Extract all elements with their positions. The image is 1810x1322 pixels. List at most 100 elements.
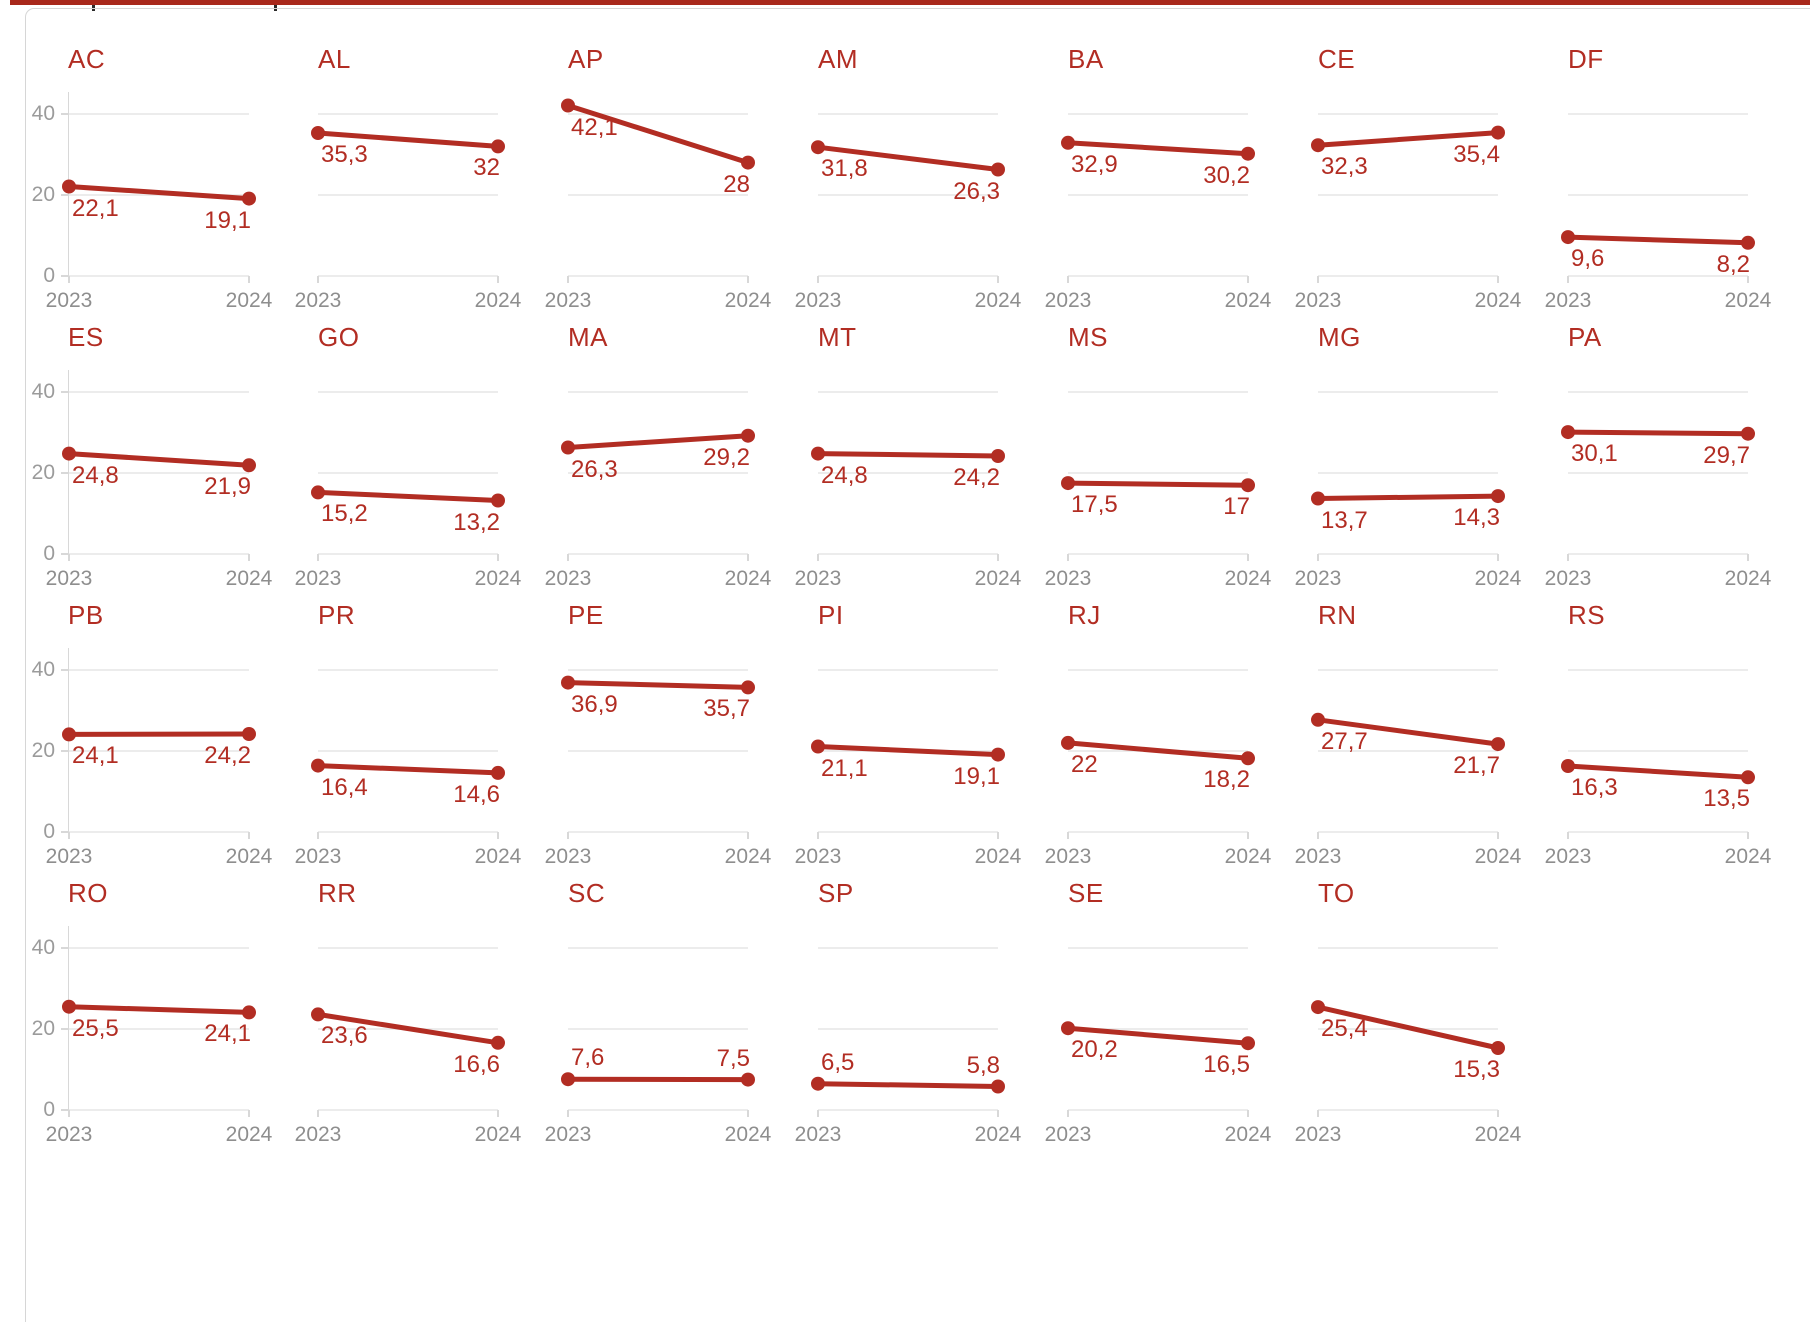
x-axis-label: 2024 [1462,845,1534,869]
data-point [491,494,505,508]
x-axis-tick [497,554,499,561]
y-axis-label: 0 [19,820,55,844]
value-label-2024: 28 [723,172,750,198]
x-axis-label: 2024 [1712,845,1784,869]
x-axis-tick [567,554,569,561]
x-axis-tick [317,1110,319,1117]
x-axis-label: 2023 [1282,1123,1354,1147]
x-axis-label: 2023 [282,845,354,869]
value-label-2023: 24,8 [821,463,868,489]
x-axis-tick [1747,554,1749,561]
x-axis-tick [68,832,70,839]
x-axis-label: 2023 [282,567,354,591]
y-axis-label: 40 [19,380,55,404]
x-axis-tick [317,276,319,283]
x-axis-label: 2024 [712,1123,784,1147]
value-label-2024: 32 [473,155,500,181]
data-point [62,447,76,461]
value-label-2023: 6,5 [821,1050,854,1076]
data-point [1061,736,1075,750]
value-label-2024: 8,2 [1717,252,1750,278]
x-axis-tick [1067,554,1069,561]
value-label-2023: 15,2 [321,501,368,527]
x-axis-tick [1317,554,1319,561]
value-label-2023: 30,1 [1571,441,1618,467]
facet-title: MS [1068,324,1108,350]
facet-title: PE [568,602,604,628]
x-axis-label: 2023 [532,289,604,313]
value-label-2023: 32,9 [1071,152,1118,178]
value-label-2024: 14,6 [453,782,500,808]
x-axis-label: 2023 [1282,289,1354,313]
data-point [811,447,825,461]
data-point [1491,1041,1505,1055]
trend-line [1068,370,1248,554]
facet-title: MA [568,324,608,350]
data-point [311,759,325,773]
x-axis-label: 2023 [1032,1123,1104,1147]
x-axis-label: 2024 [712,845,784,869]
facet-title: SC [568,880,605,906]
data-point [741,156,755,170]
y-axis-tick [61,194,68,196]
data-point [242,192,256,206]
facet-title: RS [1568,602,1605,628]
data-point [1241,751,1255,765]
x-axis-label: 2024 [213,845,285,869]
data-point [1311,492,1325,506]
data-point [991,1080,1005,1094]
data-point [991,748,1005,762]
value-label-2023: 16,4 [321,775,368,801]
x-axis-label: 2024 [462,567,534,591]
value-label-2024: 16,5 [1203,1052,1250,1078]
facet-title: PR [318,602,355,628]
x-axis-tick [248,1110,250,1117]
trend-line [568,926,748,1110]
value-label-2023: 13,7 [1321,508,1368,534]
data-point [1561,425,1575,439]
facet-title: ES [68,324,104,350]
value-label-2024: 35,4 [1453,142,1500,168]
x-axis-label: 2023 [33,289,105,313]
trend-line [818,648,998,832]
value-label-2023: 24,1 [72,743,119,769]
x-axis-label: 2023 [782,845,854,869]
x-axis-label: 2023 [1032,845,1104,869]
facet-title: DF [1568,46,1604,72]
facet-title: TO [1318,880,1355,906]
data-point [242,727,256,741]
x-axis-tick [497,276,499,283]
x-axis-label: 2024 [1712,567,1784,591]
x-axis-tick [1317,1110,1319,1117]
value-label-2023: 21,1 [821,756,868,782]
data-point [811,1077,825,1091]
facet-title: AC [68,46,105,72]
x-axis-label: 2023 [532,845,604,869]
x-axis-tick [817,554,819,561]
x-axis-label: 2023 [1532,845,1604,869]
x-axis-tick [817,276,819,283]
y-axis-label: 0 [19,1098,55,1122]
value-label-2024: 19,1 [953,764,1000,790]
x-axis-tick [68,276,70,283]
value-label-2023: 7,6 [571,1045,604,1071]
value-label-2023: 27,7 [1321,729,1368,755]
data-point [561,99,575,113]
x-axis-label: 2024 [962,1123,1034,1147]
x-axis-tick [1247,554,1249,561]
value-label-2024: 29,2 [703,445,750,471]
x-axis-label: 2024 [962,845,1034,869]
data-point [1491,126,1505,140]
